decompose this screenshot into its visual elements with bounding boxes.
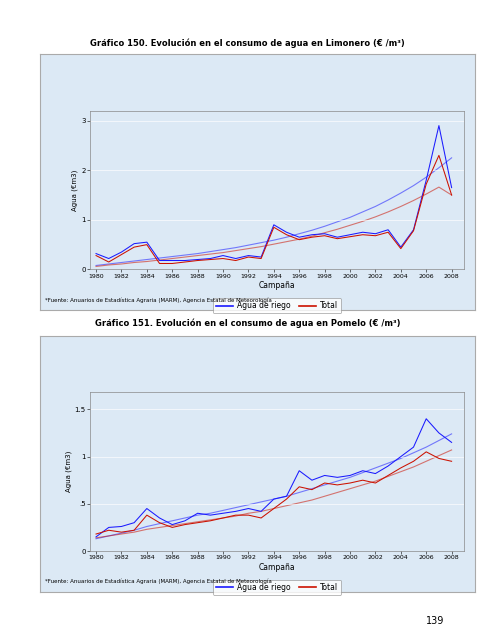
Legend: Agua de riego, Total: Agua de riego, Total	[213, 580, 341, 595]
X-axis label: Campaña: Campaña	[259, 282, 296, 291]
X-axis label: Campaña: Campaña	[259, 563, 296, 572]
Text: *Fuente: Anuarios de Estadística Agraria (MARM), Agencia Estatal de Meteorología: *Fuente: Anuarios de Estadística Agraria…	[45, 297, 271, 303]
Y-axis label: Agua (€m3): Agua (€m3)	[65, 451, 72, 492]
Text: 139: 139	[426, 616, 445, 626]
Text: Gráfico 151. Evolución en el consumo de agua en Pomelo (€ /m³): Gráfico 151. Evolución en el consumo de …	[95, 318, 400, 328]
Text: Gráfico 150. Evolución en el consumo de agua en Limonero (€ /m³): Gráfico 150. Evolución en el consumo de …	[90, 38, 405, 48]
Legend: Agua de riego, Total: Agua de riego, Total	[213, 298, 341, 313]
Text: *Fuente: Anuarios de Estadística Agraria (MARM), Agencia Estatal de Meteorología: *Fuente: Anuarios de Estadística Agraria…	[45, 579, 271, 584]
Y-axis label: Agua (€m3): Agua (€m3)	[72, 170, 78, 211]
